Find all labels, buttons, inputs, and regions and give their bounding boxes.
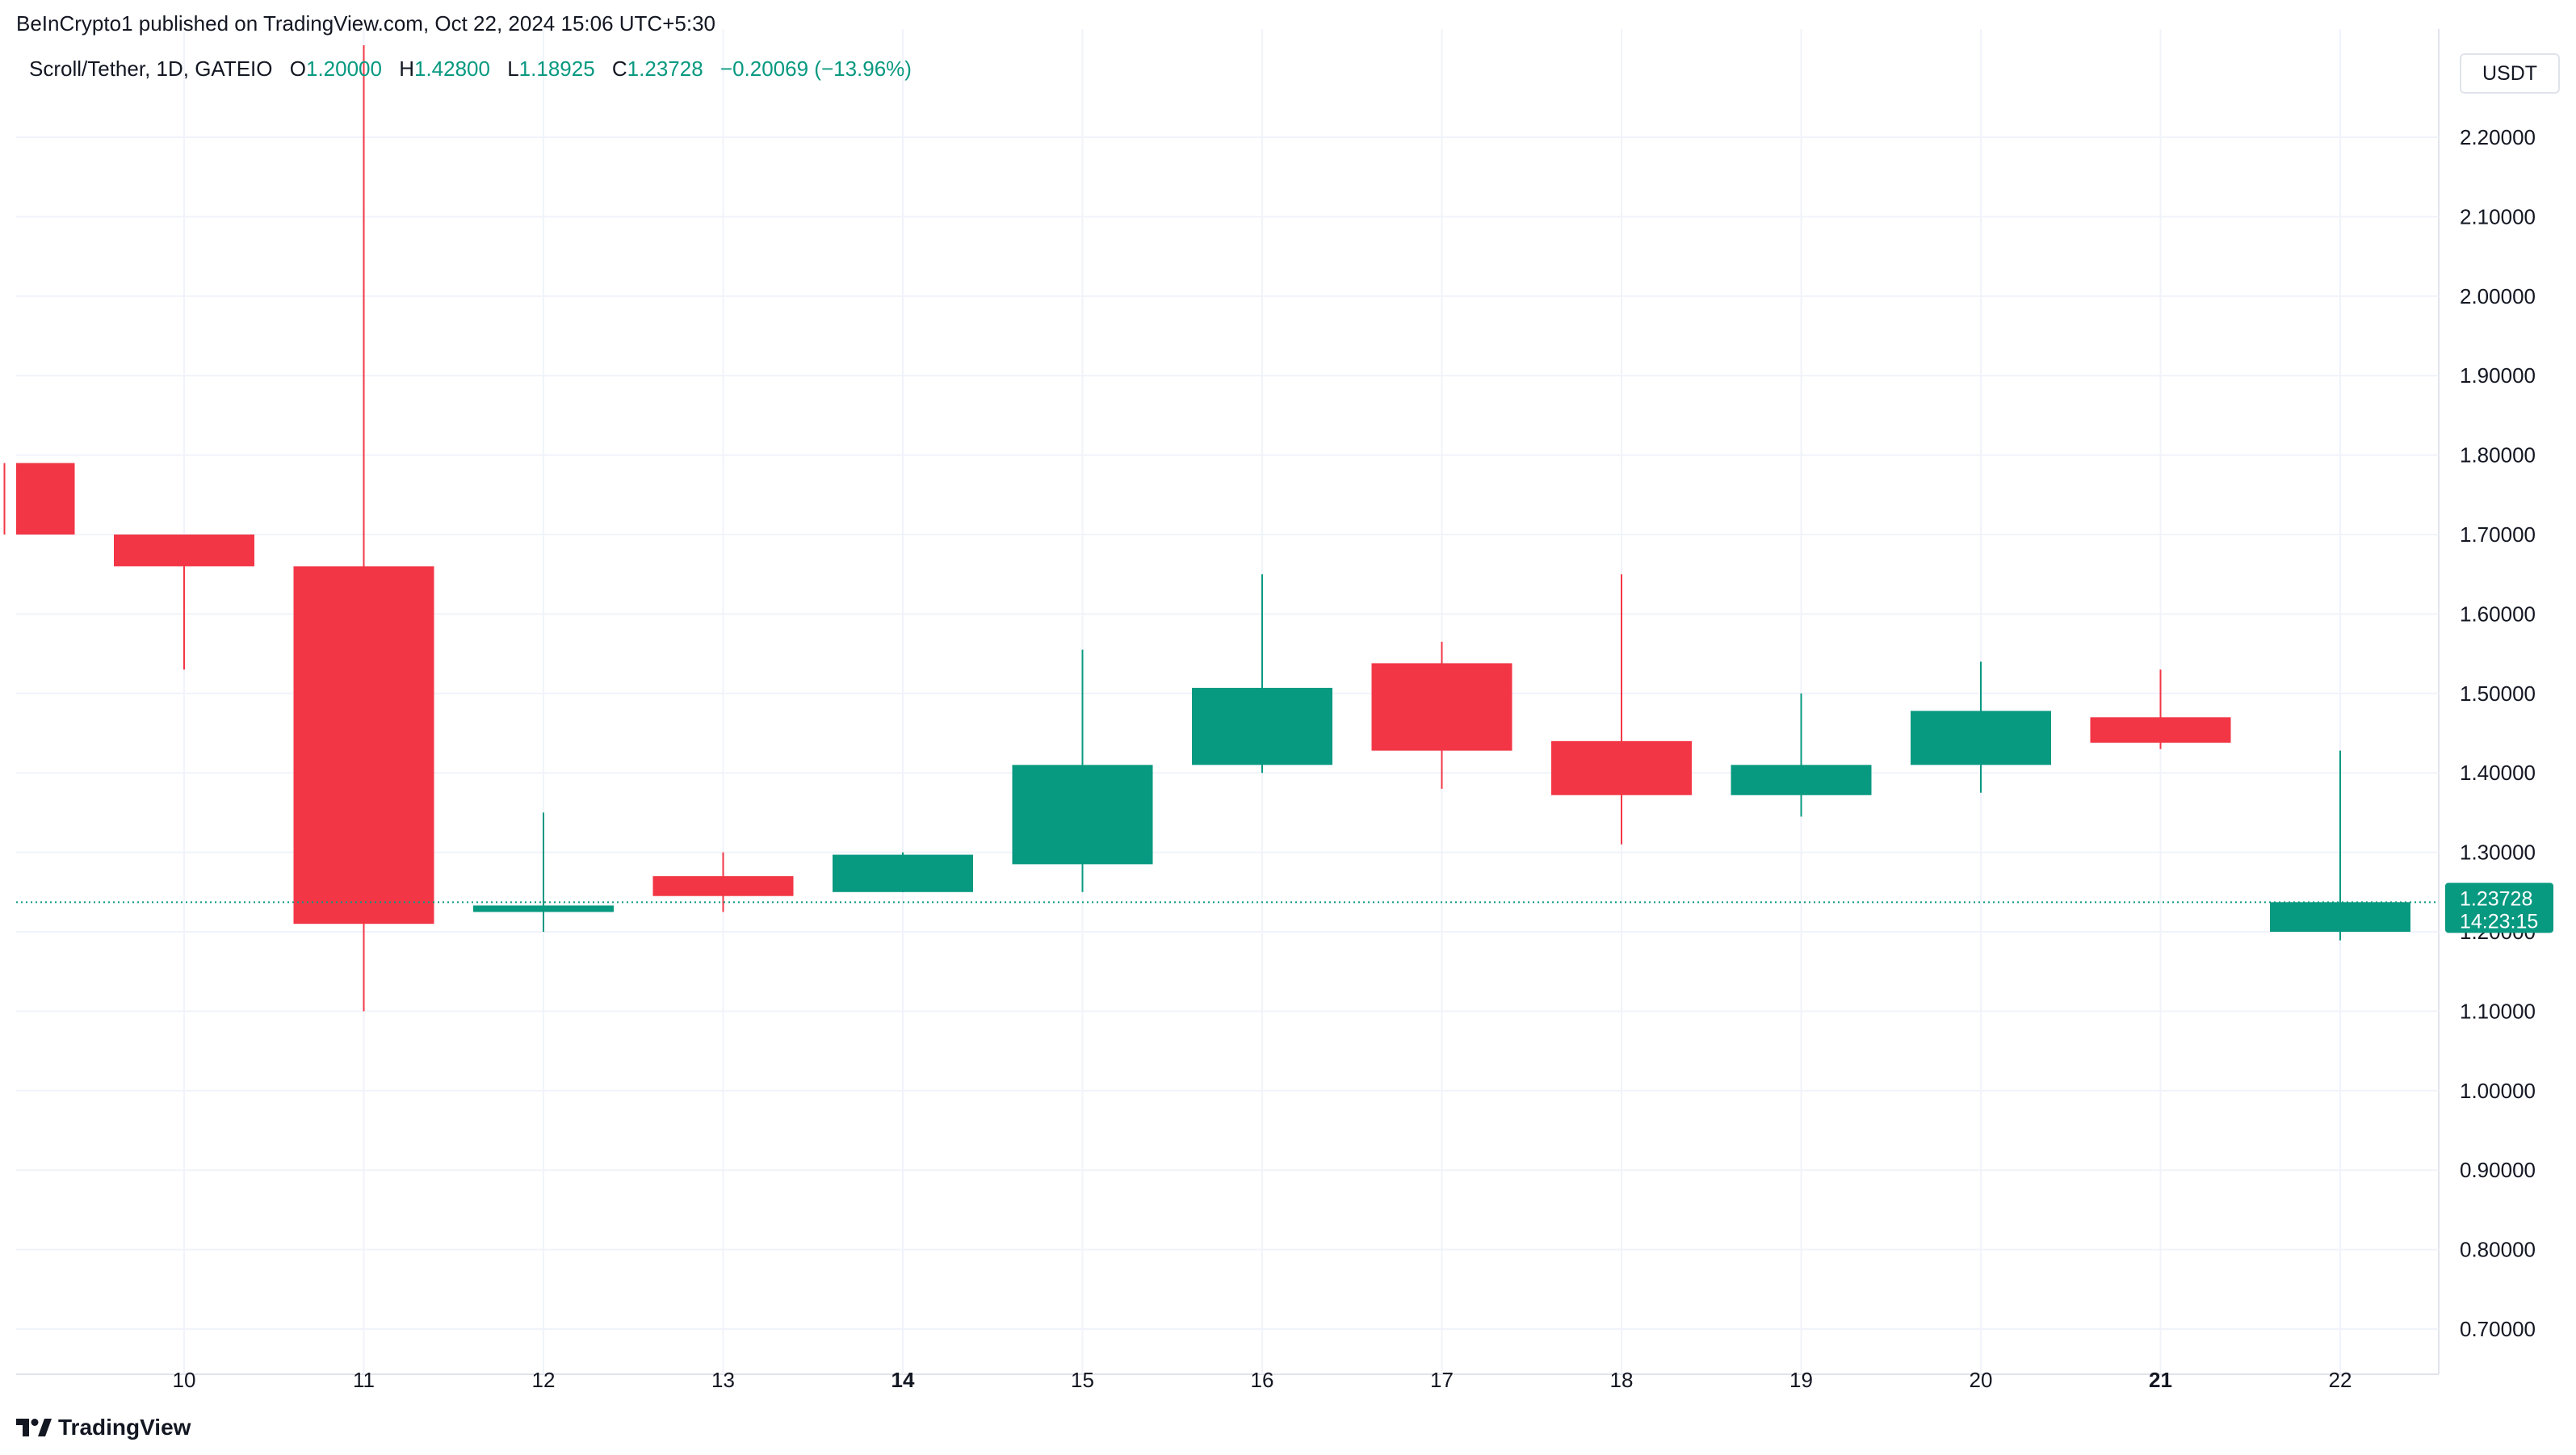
price-tick-label: 2.00000: [2460, 284, 2536, 308]
candle-body: [114, 535, 254, 567]
candle-body: [1911, 711, 2051, 765]
price-tick-label: 1.80000: [2460, 443, 2536, 468]
symbol-title: Scroll/Tether, 1D, GATEIO: [29, 57, 273, 81]
open-value: 1.20000: [305, 57, 382, 81]
date-tick-label: 21: [2149, 1368, 2172, 1392]
date-tick-label: 15: [1071, 1368, 1094, 1392]
open-label: O: [289, 57, 306, 81]
candle-body: [16, 463, 75, 535]
date-tick-label: 19: [1789, 1368, 1813, 1392]
candle-body: [1371, 663, 1512, 751]
price-tick-label: 0.90000: [2460, 1158, 2536, 1182]
last-price-tag: 1.23728 14:23:15: [2445, 883, 2553, 933]
candle-body: [2090, 717, 2231, 743]
date-tick-label: 16: [1251, 1368, 1274, 1392]
price-tick-label: 2.20000: [2460, 125, 2536, 149]
price-tick-label: 1.40000: [2460, 761, 2536, 785]
price-tick-label: 1.70000: [2460, 522, 2536, 547]
high-label: H: [399, 57, 414, 81]
candle-countdown: 14:23:15: [2460, 910, 2538, 933]
candle-body: [833, 854, 973, 892]
date-tick-label: 22: [2329, 1368, 2352, 1392]
candle-body: [473, 905, 614, 912]
price-tick-label: 1.50000: [2460, 681, 2536, 706]
tradingview-logo[interactable]: TradingView: [16, 1415, 191, 1440]
candle[interactable]: [1192, 574, 1332, 774]
candle-body: [1012, 765, 1153, 865]
date-tick-label: 18: [1610, 1368, 1634, 1392]
candle[interactable]: [2270, 750, 2410, 941]
price-tick-label: 1.90000: [2460, 363, 2536, 388]
price-tick-label: 1.30000: [2460, 841, 2536, 865]
candle[interactable]: [2090, 669, 2231, 749]
candles: [3, 45, 2410, 1012]
candle[interactable]: [652, 852, 794, 912]
date-tick-label: 13: [711, 1368, 735, 1392]
date-tick-label: 20: [1970, 1368, 1993, 1392]
candle-body: [1731, 765, 1872, 795]
high-value: 1.42800: [413, 57, 490, 81]
candle[interactable]: [1911, 661, 2051, 793]
candle[interactable]: [3, 463, 75, 535]
candle-body: [293, 566, 434, 925]
last-price-value: 1.23728: [2460, 887, 2532, 910]
candle[interactable]: [833, 852, 973, 892]
change-value: −0.20069 (−13.96%): [720, 57, 912, 81]
close-value: 1.23728: [627, 57, 703, 81]
price-tick-label: 0.70000: [2460, 1317, 2536, 1341]
close-label: C: [611, 57, 627, 81]
date-tick-label: 17: [1430, 1368, 1454, 1392]
candle[interactable]: [114, 535, 254, 670]
candle-body: [1551, 740, 1692, 795]
price-axis: 0.700000.800000.900001.000001.100001.200…: [2460, 125, 2536, 1341]
tradingview-logo-icon: [16, 1419, 52, 1436]
price-tick-label: 1.00000: [2460, 1079, 2536, 1103]
price-tick-label: 2.10000: [2460, 204, 2536, 229]
price-tick-label: 1.60000: [2460, 602, 2536, 626]
candle[interactable]: [1731, 693, 1872, 817]
date-tick-label: 10: [173, 1368, 196, 1392]
candle-body: [1192, 687, 1332, 765]
candle[interactable]: [473, 812, 614, 932]
date-tick-label: 11: [353, 1368, 375, 1392]
price-tick-label: 1.10000: [2460, 999, 2536, 1023]
candle[interactable]: [1371, 641, 1512, 789]
date-tick-label: 14: [892, 1368, 915, 1392]
price-tick-label: 0.80000: [2460, 1238, 2536, 1262]
candle-body: [652, 876, 794, 896]
time-axis: 10 11 12 13 14 15 16 17 18 19 20 21 22: [173, 1368, 2352, 1392]
date-tick-label: 12: [532, 1368, 556, 1392]
low-value: 1.18925: [518, 57, 595, 81]
low-label: L: [507, 57, 519, 81]
publisher-info: BeInCrypto1 published on TradingView.com…: [16, 11, 715, 36]
ohlc-legend: Scroll/Tether, 1D, GATEIO O1.20000 H1.42…: [29, 57, 912, 82]
currency-button[interactable]: USDT: [2460, 53, 2560, 94]
last-price-tag-bg: [2445, 883, 2553, 933]
candle[interactable]: [293, 45, 434, 1012]
candle-body: [2270, 902, 2410, 932]
tradingview-brand: TradingView: [58, 1415, 191, 1440]
candle[interactable]: [1012, 649, 1153, 892]
candle[interactable]: [1551, 574, 1692, 845]
